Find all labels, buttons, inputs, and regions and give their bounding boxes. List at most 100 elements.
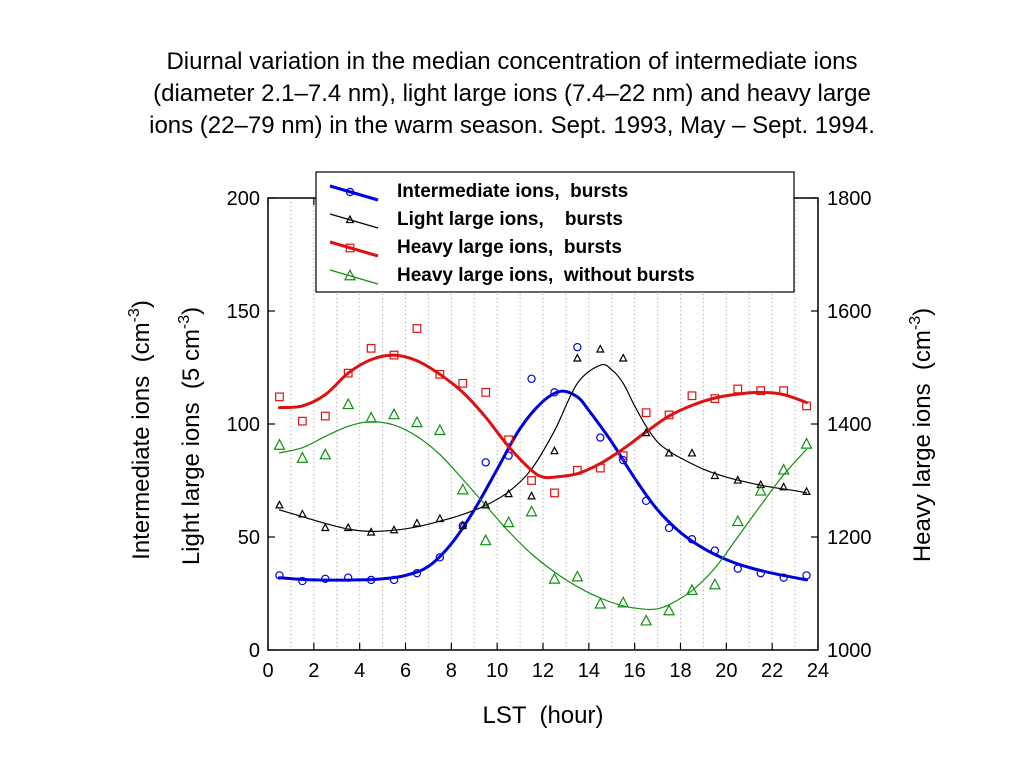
point-intermediate-ions bbox=[481, 458, 490, 467]
point-heavy-large-ions-bursts bbox=[779, 386, 789, 396]
legend: Intermediate ions, bursts Light large io… bbox=[315, 171, 795, 293]
points bbox=[273, 324, 813, 626]
point-heavy-large-ions-no-bursts bbox=[319, 448, 332, 460]
point-heavy-large-ions-no-bursts bbox=[685, 583, 698, 596]
point-intermediate-ions bbox=[412, 568, 422, 578]
curves bbox=[278, 353, 808, 611]
x-tick-label: 8 bbox=[446, 660, 457, 682]
point-light-large-ions bbox=[297, 509, 307, 518]
point-heavy-large-ions-no-bursts bbox=[342, 397, 355, 410]
point-light-large-ions bbox=[641, 427, 651, 437]
y-left-tick-label: 100 bbox=[227, 414, 260, 436]
point-heavy-large-ions-bursts bbox=[687, 391, 697, 401]
y-left-tick-label: 150 bbox=[227, 301, 260, 323]
point-heavy-large-ions-no-bursts bbox=[640, 614, 653, 626]
legend-label-intermediate: Intermediate ions, bursts bbox=[397, 181, 628, 202]
x-tick-label: 16 bbox=[624, 660, 646, 682]
x-tick-label: 20 bbox=[715, 660, 737, 682]
point-light-large-ions bbox=[664, 448, 674, 457]
title-line-3: ions (22–79 nm) in the warm season. Sept… bbox=[149, 112, 875, 139]
y-axis-label-light-large: Light large ions (5 cm-3) bbox=[176, 307, 205, 565]
point-light-large-ions bbox=[366, 527, 376, 536]
point-heavy-large-ions-no-bursts bbox=[800, 437, 813, 449]
point-intermediate-ions bbox=[619, 455, 628, 465]
point-intermediate-ions bbox=[573, 342, 582, 352]
point-intermediate-ions bbox=[344, 573, 353, 582]
point-light-large-ions bbox=[320, 522, 330, 532]
point-heavy-large-ions-bursts bbox=[733, 384, 743, 394]
y-left-tick-label: 200 bbox=[227, 188, 260, 210]
x-tick-label: 12 bbox=[532, 660, 554, 682]
point-heavy-large-ions-no-bursts bbox=[296, 451, 309, 463]
y-left-tick-label: 0 bbox=[249, 640, 260, 662]
curve-light-large-ions bbox=[278, 363, 808, 533]
point-heavy-large-ions-bursts bbox=[320, 411, 330, 421]
point-heavy-large-ions-bursts bbox=[756, 386, 766, 396]
point-intermediate-ions bbox=[504, 451, 513, 460]
x-tick-label: 2 bbox=[308, 660, 319, 682]
point-light-large-ions bbox=[458, 520, 468, 529]
point-light-large-ions bbox=[343, 522, 353, 532]
point-light-large-ions bbox=[710, 470, 720, 480]
point-light-large-ions bbox=[412, 518, 422, 527]
point-light-large-ions bbox=[779, 482, 789, 491]
x-tick-label: 24 bbox=[807, 660, 829, 682]
point-light-large-ions bbox=[572, 353, 582, 362]
point-heavy-large-ions-no-bursts bbox=[731, 514, 744, 527]
title-line-2: (diameter 2.1–7.4 nm), light large ions … bbox=[153, 80, 871, 107]
y-axis-label-intermediate: Intermediate ions (cm-3) bbox=[126, 300, 155, 560]
point-heavy-large-ions-bursts bbox=[481, 387, 491, 397]
point-heavy-large-ions-bursts bbox=[412, 324, 422, 333]
x-tick-label: 14 bbox=[578, 660, 600, 682]
legend-label-heavy-large-bursts: Heavy large ions, bursts bbox=[397, 237, 622, 258]
point-heavy-large-ions-no-bursts bbox=[365, 411, 378, 423]
legend-keys bbox=[329, 184, 379, 285]
point-intermediate-ions bbox=[710, 546, 720, 555]
y-right-tick-label: 1200 bbox=[827, 527, 872, 549]
point-intermediate-ions bbox=[779, 573, 788, 582]
title-line-1: Diurnal variation in the median concentr… bbox=[166, 48, 858, 75]
point-light-large-ions bbox=[504, 488, 514, 498]
legend-box bbox=[315, 171, 795, 293]
point-light-large-ions bbox=[275, 500, 284, 509]
point-intermediate-ions bbox=[687, 535, 697, 544]
point-heavy-large-ions-no-bursts bbox=[433, 423, 446, 436]
point-heavy-large-ions-no-bursts bbox=[456, 483, 469, 495]
point-heavy-large-ions-bursts bbox=[435, 369, 445, 379]
point-intermediate-ions bbox=[389, 575, 399, 585]
point-light-large-ions bbox=[389, 525, 399, 534]
legend-label-light-large: Light large ions, bursts bbox=[397, 209, 623, 230]
legend-marker-light-large-ions bbox=[345, 214, 355, 224]
point-intermediate-ions bbox=[550, 388, 559, 397]
point-intermediate-ions bbox=[756, 568, 765, 578]
y-right-tick-label: 1000 bbox=[827, 640, 872, 662]
point-intermediate-ions bbox=[641, 496, 651, 506]
legend-label-heavy-large-no-bursts: Heavy large ions, without bursts bbox=[397, 265, 695, 286]
point-light-large-ions bbox=[527, 491, 536, 500]
point-heavy-large-ions-no-bursts bbox=[525, 505, 538, 517]
point-intermediate-ions bbox=[435, 553, 445, 562]
legend-marker-intermediate-ions bbox=[345, 187, 355, 197]
point-light-large-ions bbox=[550, 445, 559, 455]
point-heavy-large-ions-no-bursts bbox=[388, 407, 401, 420]
point-light-large-ions bbox=[481, 500, 491, 509]
x-tick-label: 6 bbox=[400, 660, 411, 682]
grid bbox=[290, 198, 796, 650]
x-tick-label: 22 bbox=[761, 660, 783, 682]
x-tick-label: 10 bbox=[486, 660, 508, 682]
point-intermediate-ions bbox=[802, 571, 811, 580]
point-heavy-large-ions-bursts bbox=[802, 401, 811, 411]
point-heavy-large-ions-bursts bbox=[618, 451, 628, 461]
point-heavy-large-ions-no-bursts bbox=[571, 570, 584, 582]
point-heavy-large-ions-no-bursts bbox=[479, 533, 492, 546]
point-heavy-large-ions-bursts bbox=[458, 378, 468, 388]
point-heavy-large-ions-bursts bbox=[527, 476, 536, 485]
point-intermediate-ions bbox=[298, 576, 307, 586]
point-light-large-ions bbox=[733, 475, 743, 484]
point-heavy-large-ions-bursts bbox=[550, 488, 559, 498]
curve-heavy-large-ions-bursts bbox=[278, 353, 808, 480]
y-left-tick-label: 50 bbox=[238, 527, 260, 549]
x-axis-label: LST (hour) bbox=[483, 702, 604, 729]
y-axis-label-heavy-large: Heavy large ions (cm-3) bbox=[907, 308, 936, 562]
